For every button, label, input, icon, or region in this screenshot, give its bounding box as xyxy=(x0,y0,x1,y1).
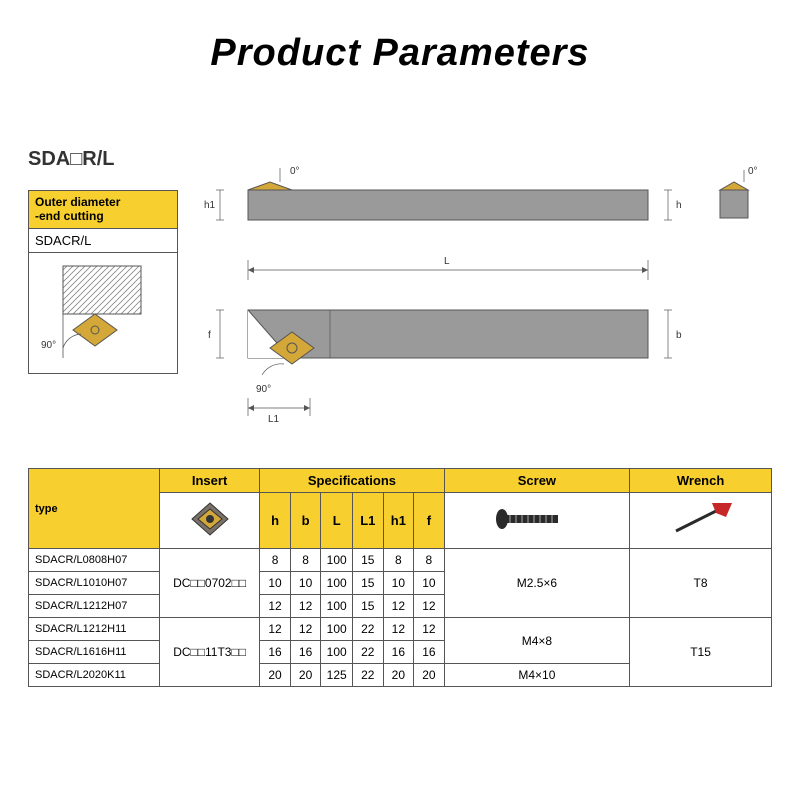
wrench-label-0: T8 xyxy=(630,549,772,618)
page-title: Product Parameters xyxy=(0,0,800,75)
svg-text:L: L xyxy=(444,256,450,267)
tip-right-icon: 0° xyxy=(720,166,758,218)
info-header: Outer diameter -end cutting xyxy=(29,191,177,229)
insert-label-0: DC□□0702□□ xyxy=(159,549,259,618)
svg-text:90°: 90° xyxy=(256,384,271,395)
hdr-wrench: Wrench xyxy=(630,469,772,493)
side-view-top: 0° h1 h xyxy=(204,166,682,220)
hdr-h: h xyxy=(260,493,291,549)
angle-90-label: 90° xyxy=(41,340,56,351)
info-box: Outer diameter -end cutting SDACR/L 90° xyxy=(28,190,178,374)
dim-L: L xyxy=(248,256,648,280)
spec-table: type Insert Specifications Screw Wrench … xyxy=(28,468,772,687)
hdr-h1: h1 xyxy=(383,493,414,549)
svg-text:L1: L1 xyxy=(268,414,280,425)
info-diagram: 90° xyxy=(29,253,177,373)
table-row: SDACR/L0808H07 DC□□0702□□ 881001588 M2.5… xyxy=(29,549,772,572)
hdr-f: f xyxy=(414,493,445,549)
hdr-L: L xyxy=(321,493,353,549)
wrench-label-1: T15 xyxy=(630,618,772,687)
screw-image-cell xyxy=(444,493,629,549)
hdr-insert: Insert xyxy=(159,469,259,493)
svg-text:f: f xyxy=(208,330,211,341)
hdr-screw: Screw xyxy=(444,469,629,493)
svg-text:0°: 0° xyxy=(290,166,300,177)
technical-drawing: 0° 0° h1 h L xyxy=(200,160,770,450)
screw-label-0: M2.5×6 xyxy=(444,549,629,618)
model-code: SDA□R/L xyxy=(28,148,115,171)
svg-text:h1: h1 xyxy=(204,200,216,211)
svg-text:h: h xyxy=(676,200,682,211)
hdr-type: type xyxy=(29,469,160,549)
top-view: f b 90° L1 xyxy=(208,310,682,425)
insert-label-1: DC□□11T3□□ xyxy=(159,618,259,687)
svg-text:0°: 0° xyxy=(748,166,758,177)
svg-text:b: b xyxy=(676,330,682,341)
insert-image-cell xyxy=(159,493,259,549)
screw-label-1: M4×8 xyxy=(444,618,629,664)
table-row: SDACR/L1212H11 DC□□11T3□□ 1212100221212 … xyxy=(29,618,772,641)
hdr-specs: Specifications xyxy=(260,469,444,493)
screw-label-2: M4×10 xyxy=(444,664,629,687)
hdr-b: b xyxy=(290,493,321,549)
info-subtitle: SDACR/L xyxy=(29,229,177,253)
wrench-image-cell xyxy=(630,493,772,549)
hdr-L1: L1 xyxy=(353,493,384,549)
